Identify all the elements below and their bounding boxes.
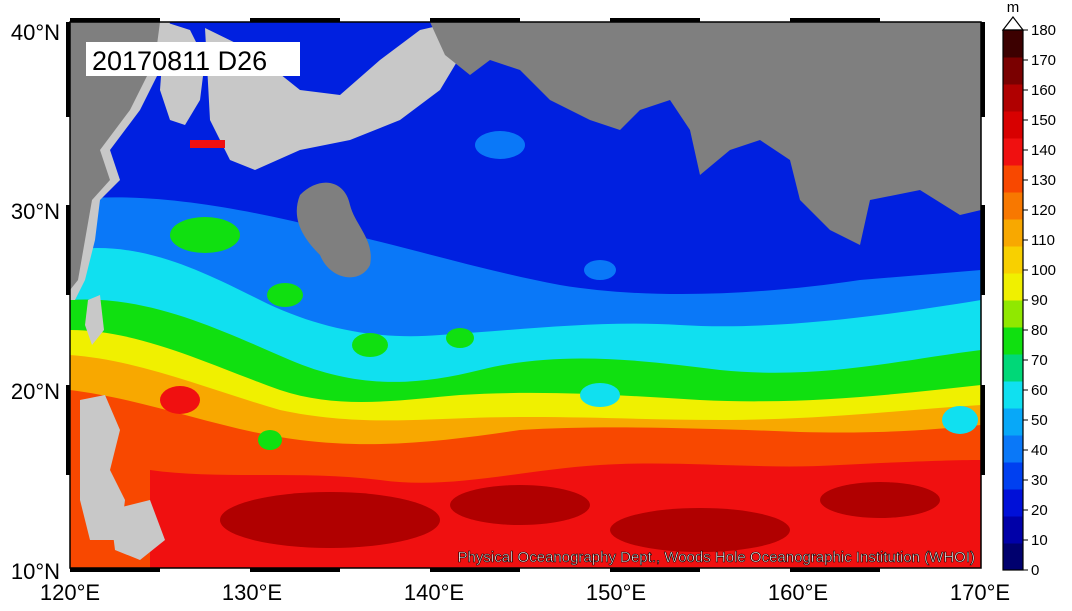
colorbar-swatch	[1003, 354, 1023, 382]
eddy-green	[267, 283, 303, 307]
colorbar-tick-label: 160	[1031, 82, 1056, 99]
colorbar-swatch	[1003, 327, 1023, 355]
lon-label: 170°E	[950, 580, 1010, 605]
colorbar-ticks: 0 10 20 30 40 50 60 70 80 90 100 110 120 130 140 150 160…	[1023, 22, 1056, 579]
lat-label: 20°N	[11, 379, 60, 404]
land-philippines-south	[110, 500, 165, 560]
colorbar-swatch	[1003, 165, 1023, 193]
colorbar-swatch	[1003, 30, 1023, 58]
credit-text: Physical Oceanography Dept., Woods Hole …	[458, 549, 975, 566]
colorbar-tick-label: 180	[1031, 22, 1056, 39]
eddy-red	[160, 386, 200, 414]
colorbar-swatch	[1003, 543, 1023, 571]
eddy-green	[446, 328, 474, 348]
colorbar-swatch	[1003, 435, 1023, 463]
colorbar-tick-label: 100	[1031, 262, 1056, 279]
land-taiwan	[85, 295, 104, 345]
colorbar-tick-label: 60	[1031, 382, 1048, 399]
lat-label: 40°N	[11, 20, 60, 45]
colorbar-swatch	[1003, 381, 1023, 409]
colorbar-swatch	[1003, 408, 1023, 436]
colorbar-swatch	[1003, 489, 1023, 517]
colorbar-swatch	[1003, 219, 1023, 247]
colorbar-tick-label: 110	[1031, 232, 1055, 249]
land-mask-west	[70, 22, 160, 290]
colorbar-swatch	[1003, 273, 1023, 301]
eddy-cyan	[580, 383, 620, 407]
lon-label: 130°E	[222, 580, 282, 605]
lon-label: 150°E	[586, 580, 646, 605]
colorbar-tick-label: 0	[1031, 562, 1039, 579]
ocean-patch-dark-red	[610, 508, 790, 552]
colorbar-swatch	[1003, 84, 1023, 112]
colorbar-tick-label: 50	[1031, 412, 1048, 429]
ocean-patch-dark-red	[450, 485, 590, 525]
colorbar-tick-label: 10	[1031, 532, 1048, 549]
colorbar-tick-label: 120	[1031, 202, 1056, 219]
land-philippines-luzon	[80, 395, 125, 540]
masked-strip-red	[190, 140, 225, 148]
colorbar-swatch	[1003, 246, 1023, 274]
eddy-green	[258, 430, 282, 450]
colorbar-tick-label: 140	[1031, 142, 1056, 159]
map-panel: 20170811 D26 Physical Oceanography Dept.…	[11, 18, 1010, 605]
colorbar-swatches	[1003, 30, 1023, 571]
colorbar-swatch	[1003, 111, 1023, 139]
ocean-patch-dark-red	[820, 482, 940, 518]
lon-label: 140°E	[404, 580, 464, 605]
colorbar-swatch	[1003, 138, 1023, 166]
colorbar: m 0 10 20 30 40 50 60 70 80 90 100 110 120 130 140 150 1…	[1001, 0, 1056, 579]
colorbar-swatch	[1003, 300, 1023, 328]
date-label: 20170811 D26	[92, 46, 267, 76]
colorbar-tick-label: 90	[1031, 292, 1048, 309]
colorbar-unit: m	[1007, 0, 1020, 16]
ocean-patch-dark-red	[220, 492, 440, 548]
colorbar-tick-label: 170	[1031, 52, 1056, 69]
colorbar-overflow-arrow	[1001, 16, 1025, 31]
eddy-light-blue	[584, 260, 616, 280]
colorbar-swatch	[1003, 516, 1023, 544]
lat-label: 10°N	[11, 559, 60, 584]
colorbar-tick-label: 130	[1031, 172, 1056, 189]
land-mask-north	[240, 22, 981, 245]
sst-field	[70, 22, 981, 568]
land-japan	[205, 22, 470, 170]
lon-label: 120°E	[40, 580, 100, 605]
eddy-green	[352, 333, 388, 357]
lat-label: 30°N	[11, 199, 60, 224]
colorbar-tick-label: 80	[1031, 322, 1048, 339]
eddy-green	[170, 217, 240, 253]
colorbar-tick-label: 40	[1031, 442, 1048, 459]
map-border-checkers	[66, 18, 985, 572]
colorbar-tick-label: 70	[1031, 352, 1048, 369]
lon-label: 160°E	[768, 580, 828, 605]
colorbar-swatch	[1003, 462, 1023, 490]
date-label-box	[86, 42, 300, 76]
eddy-cyan	[942, 406, 978, 434]
land-mask-patch	[296, 182, 371, 278]
eddy-light-blue	[475, 131, 525, 159]
colorbar-tick-label: 20	[1031, 502, 1048, 519]
colorbar-swatch	[1003, 192, 1023, 220]
colorbar-tick-label: 150	[1031, 112, 1056, 129]
colorbar-tick-label: 30	[1031, 472, 1048, 489]
colorbar-swatch	[1003, 57, 1023, 85]
